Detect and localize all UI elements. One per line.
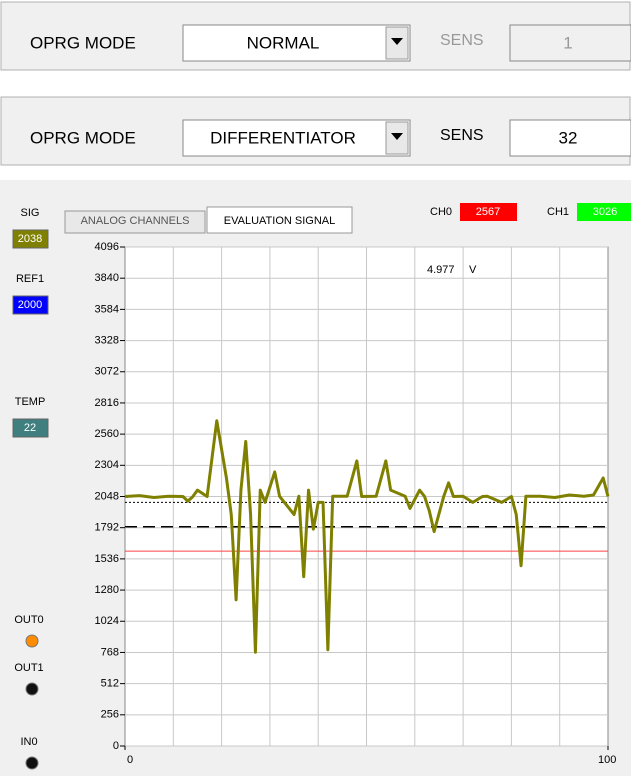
- y-tick-label: 512: [101, 678, 119, 690]
- y-tick-label: 3328: [95, 334, 119, 346]
- mode-value: NORMAL: [247, 33, 320, 52]
- y-tick-label: 1536: [95, 553, 119, 565]
- mode-select[interactable]: [182, 119, 411, 157]
- indicator-box: [12, 229, 49, 249]
- y-tick-label: 3584: [95, 303, 119, 315]
- y-tick-label: 2304: [95, 459, 119, 471]
- sens-label: SENS: [440, 32, 484, 49]
- sens-input[interactable]: [509, 119, 631, 157]
- y-tick-label: 1024: [95, 615, 119, 627]
- sens-value: 1: [563, 33, 572, 52]
- y-tick-label: 1792: [95, 522, 119, 534]
- sens-input[interactable]: [509, 24, 631, 62]
- tab-label: ANALOG CHANNELS: [81, 215, 190, 227]
- indicator-label: TEMP: [15, 396, 46, 408]
- tab[interactable]: [64, 210, 206, 234]
- indicator-value: 2038: [18, 233, 42, 245]
- led: [25, 682, 39, 696]
- y-tick-label: 3072: [95, 366, 119, 378]
- indicator-value: 2000: [18, 299, 42, 311]
- y-tick-label: 2560: [95, 428, 119, 440]
- led: [25, 634, 39, 648]
- annotation: 4.977: [427, 264, 455, 276]
- channel-value: 3026: [593, 206, 617, 218]
- sens-value: 32: [559, 128, 578, 147]
- mode-label: OPRG MODE: [30, 33, 136, 52]
- tab-label: EVALUATION SIGNAL: [224, 215, 335, 227]
- y-tick-label: 0: [113, 740, 119, 752]
- led: [25, 756, 39, 770]
- channel-value: 2567: [476, 206, 500, 218]
- indicator-label: SIG: [21, 207, 40, 219]
- led-label: OUT1: [14, 662, 43, 674]
- mode-value: DIFFERENTIATOR: [210, 128, 356, 147]
- tab[interactable]: [206, 206, 353, 234]
- y-tick-label: 1280: [95, 584, 119, 596]
- indicator-box: [12, 418, 49, 438]
- y-tick-label: 768: [101, 646, 119, 658]
- dropdown-arrow: [391, 133, 403, 140]
- channel-box: [460, 203, 517, 221]
- channel-label: CH1: [547, 206, 569, 218]
- y-tick-label: 2816: [95, 397, 119, 409]
- channel-box: [577, 203, 631, 221]
- channel-label: CH0: [430, 206, 452, 218]
- sens-label: SENS: [440, 127, 484, 144]
- y-tick-label: 256: [101, 709, 119, 721]
- annotation: V: [469, 264, 477, 276]
- indicator-box: [12, 295, 49, 315]
- y-tick-label: 2048: [95, 490, 119, 502]
- mode-select[interactable]: [182, 24, 411, 62]
- dropdown-arrow: [391, 38, 403, 45]
- indicator-value: 22: [24, 422, 36, 434]
- x-tick-label: 100: [598, 754, 616, 766]
- x-tick-label: 0: [127, 754, 133, 766]
- indicator-label: REF1: [16, 273, 44, 285]
- signal-line: [124, 419, 610, 654]
- y-tick-label: 3840: [95, 272, 119, 284]
- mode-label: OPRG MODE: [30, 128, 136, 147]
- y-tick-label: 4096: [95, 241, 119, 253]
- led-label: IN0: [20, 736, 37, 748]
- led-label: OUT0: [14, 614, 43, 626]
